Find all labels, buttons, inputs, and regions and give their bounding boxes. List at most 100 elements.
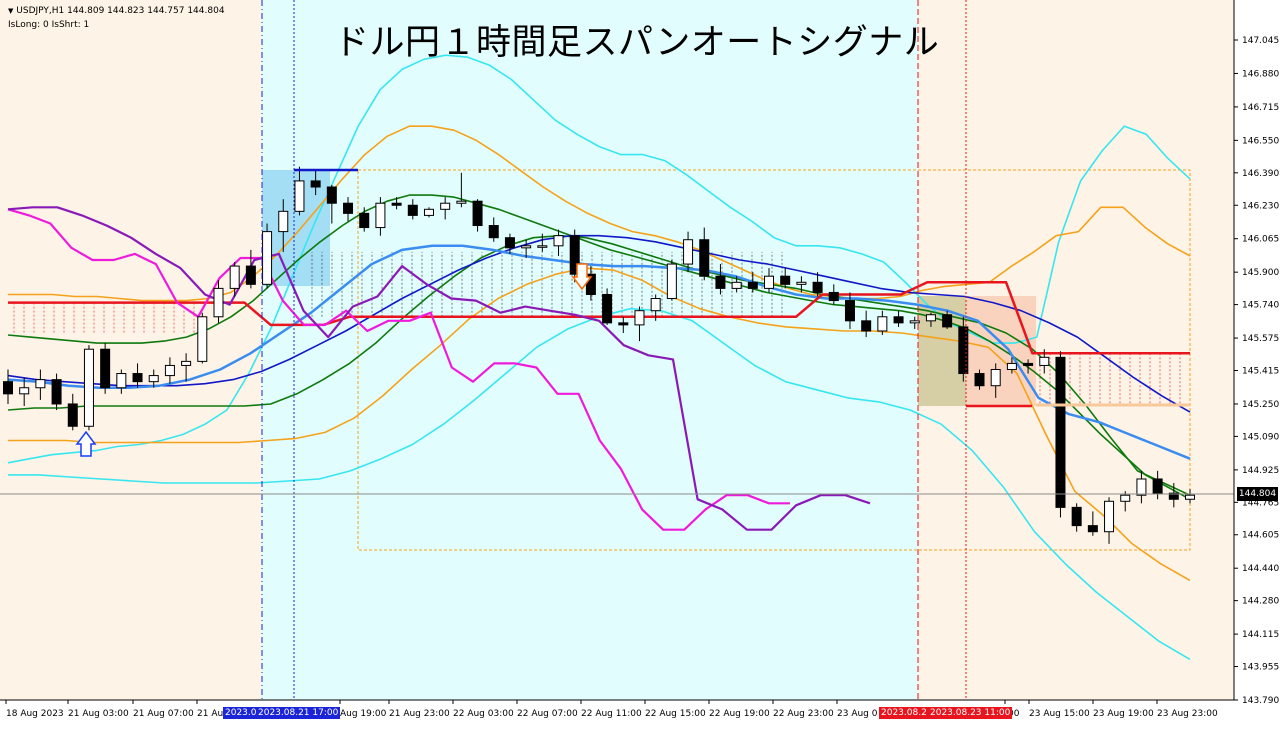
candle xyxy=(683,231,694,273)
candle-body xyxy=(974,373,985,387)
series-ma2-line xyxy=(7,244,1191,460)
candle xyxy=(828,284,839,305)
candle-body xyxy=(278,210,289,233)
candle-body xyxy=(877,316,888,332)
candle-body xyxy=(423,208,434,216)
candle-body xyxy=(132,373,143,383)
series-bb-2--line xyxy=(8,267,1191,582)
candle xyxy=(213,280,224,323)
series-ma-line xyxy=(7,234,1191,413)
candle xyxy=(1087,511,1098,536)
y-tick-label: 146.390 xyxy=(1242,169,1279,179)
candle-body xyxy=(569,235,580,275)
range-rect xyxy=(357,169,1191,551)
candle xyxy=(1136,470,1147,504)
candle-body xyxy=(3,381,13,395)
candle xyxy=(1023,359,1034,374)
candle xyxy=(1006,357,1017,374)
x-tick-label: 21 Aug 03:00 xyxy=(68,709,129,719)
x-tick-label: 22 Aug 19:00 xyxy=(709,709,770,719)
candle xyxy=(132,363,143,388)
candle xyxy=(812,272,823,297)
collapse-icon[interactable]: ▼ xyxy=(8,7,14,15)
candle xyxy=(925,312,936,327)
candle-body xyxy=(213,287,224,318)
candle-body xyxy=(164,364,175,377)
candle xyxy=(19,377,30,406)
candle xyxy=(407,199,418,220)
candle-body xyxy=(1120,494,1131,502)
candle-body xyxy=(343,202,354,214)
candle-body xyxy=(504,237,515,249)
candle-body xyxy=(67,403,78,427)
y-tick-label: 144.605 xyxy=(1242,531,1279,541)
candle-body xyxy=(666,263,677,300)
candle-body xyxy=(602,293,613,324)
candle-body xyxy=(812,281,823,293)
y-tick-label: 145.575 xyxy=(1242,334,1279,344)
candle xyxy=(699,227,710,281)
candle xyxy=(278,199,289,252)
candle xyxy=(553,229,564,256)
y-tick-label: 144.765 xyxy=(1242,498,1279,508)
indicator-info: IsLong: 0 IsShrt: 1 xyxy=(8,20,90,30)
candle-body xyxy=(747,281,758,289)
candle-body xyxy=(1087,525,1098,533)
bg-xaxis xyxy=(0,700,1282,730)
candle xyxy=(569,229,580,283)
candle xyxy=(1185,489,1195,504)
overlay-title: ドル円１時間足スパンオートシグナル xyxy=(334,23,940,63)
candle xyxy=(343,197,354,222)
candle xyxy=(974,369,985,390)
x-tick-label: 23 Aug 19:00 xyxy=(1093,709,1154,719)
y-tick-label: 146.715 xyxy=(1242,103,1279,113)
time-marker-2: 2023.08.21 17:00 xyxy=(256,707,341,719)
x-tick-label: 22 Aug 23:00 xyxy=(773,709,834,719)
candle xyxy=(990,363,1001,398)
candle xyxy=(197,312,208,364)
symbol-line: ▼ USDJPY,H1 144.809 144.823 144.757 144.… xyxy=(8,6,225,16)
candle-body xyxy=(1055,356,1066,508)
y-axis: 147.045 146.880 146.715 146.550 146.390 146.2… xyxy=(1234,36,1279,706)
candle-body xyxy=(909,320,920,324)
candle-body xyxy=(861,320,872,332)
y-tick-label: 146.065 xyxy=(1242,235,1279,245)
candle-body xyxy=(35,379,46,389)
x-axis: 18 Aug 2023 21 Aug 03:00 21 Aug 07:00 21 Au… xyxy=(5,700,1218,719)
y-tick-label: 144.115 xyxy=(1242,630,1279,640)
candle-body xyxy=(780,275,791,285)
candle-body xyxy=(1136,478,1147,496)
candle-body xyxy=(488,225,499,239)
candle xyxy=(909,316,920,329)
candle-body xyxy=(229,265,240,289)
candle-body xyxy=(683,239,694,265)
sell-arrow-icon xyxy=(571,263,593,291)
candle-body xyxy=(796,281,807,285)
bg-left xyxy=(0,0,262,700)
candle-body xyxy=(359,212,370,229)
candle-body xyxy=(634,310,645,326)
y-tick-label: 146.880 xyxy=(1242,69,1279,79)
time-marker-3: 2023.08.2 xyxy=(879,707,929,719)
candle xyxy=(326,184,337,224)
candle-body xyxy=(375,202,386,229)
candle xyxy=(715,264,726,295)
x-tick-label: 18 Aug 2023 xyxy=(6,709,64,719)
candle xyxy=(521,239,532,258)
y-tick-label: 143.955 xyxy=(1242,663,1279,673)
candle xyxy=(650,294,661,321)
time-marker-4: 2023.08.23 11:00 xyxy=(928,707,1013,719)
y-tick-label: 145.740 xyxy=(1242,301,1279,311)
candle-body xyxy=(310,180,321,188)
x-tick-label: Aug 19:00 xyxy=(340,709,387,719)
series-span-purple-line xyxy=(7,206,871,531)
candle-body xyxy=(181,360,192,366)
candle xyxy=(488,217,499,242)
candle xyxy=(229,262,240,297)
candle xyxy=(877,310,888,336)
current-price-tag: 144.804 xyxy=(1237,487,1278,501)
candle xyxy=(423,207,434,218)
candle xyxy=(1055,351,1066,518)
candle xyxy=(504,233,515,254)
